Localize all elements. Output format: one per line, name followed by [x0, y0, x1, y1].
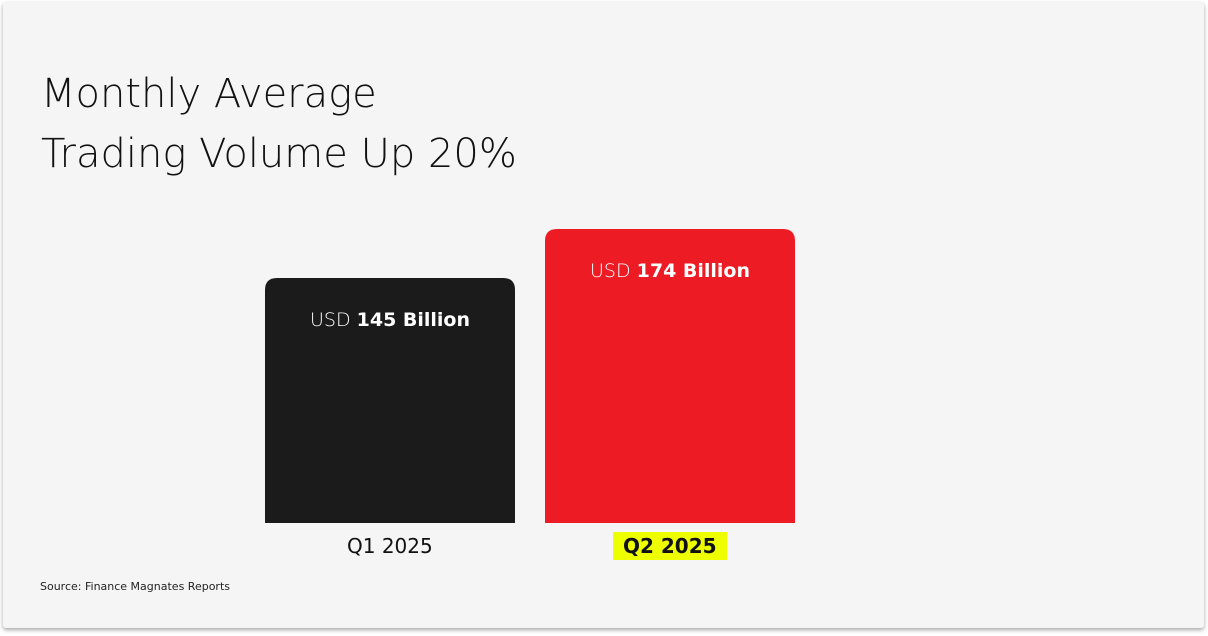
- value-prefix: USD: [589, 259, 637, 282]
- category-label: Q2 2025: [613, 532, 727, 560]
- value-amount: 174 Billion: [636, 259, 751, 282]
- chart-title: Monthly Average Trading Volume Up 20%: [41, 64, 517, 184]
- bar-value-label: USD 174 Billion: [545, 260, 795, 282]
- source-note: Source: Finance Magnates Reports: [40, 580, 230, 593]
- bar-2: [545, 228, 795, 523]
- value-prefix: USD: [309, 308, 357, 331]
- value-amount: 145 Billion: [356, 308, 471, 331]
- title-line-2: Trading Volume Up 20%: [41, 131, 517, 177]
- category-label: Q1 2025: [347, 534, 433, 558]
- title-line-1: Monthly Average: [41, 71, 377, 117]
- bar-value-label: USD 145 Billion: [265, 309, 515, 331]
- bar-1: [265, 277, 515, 523]
